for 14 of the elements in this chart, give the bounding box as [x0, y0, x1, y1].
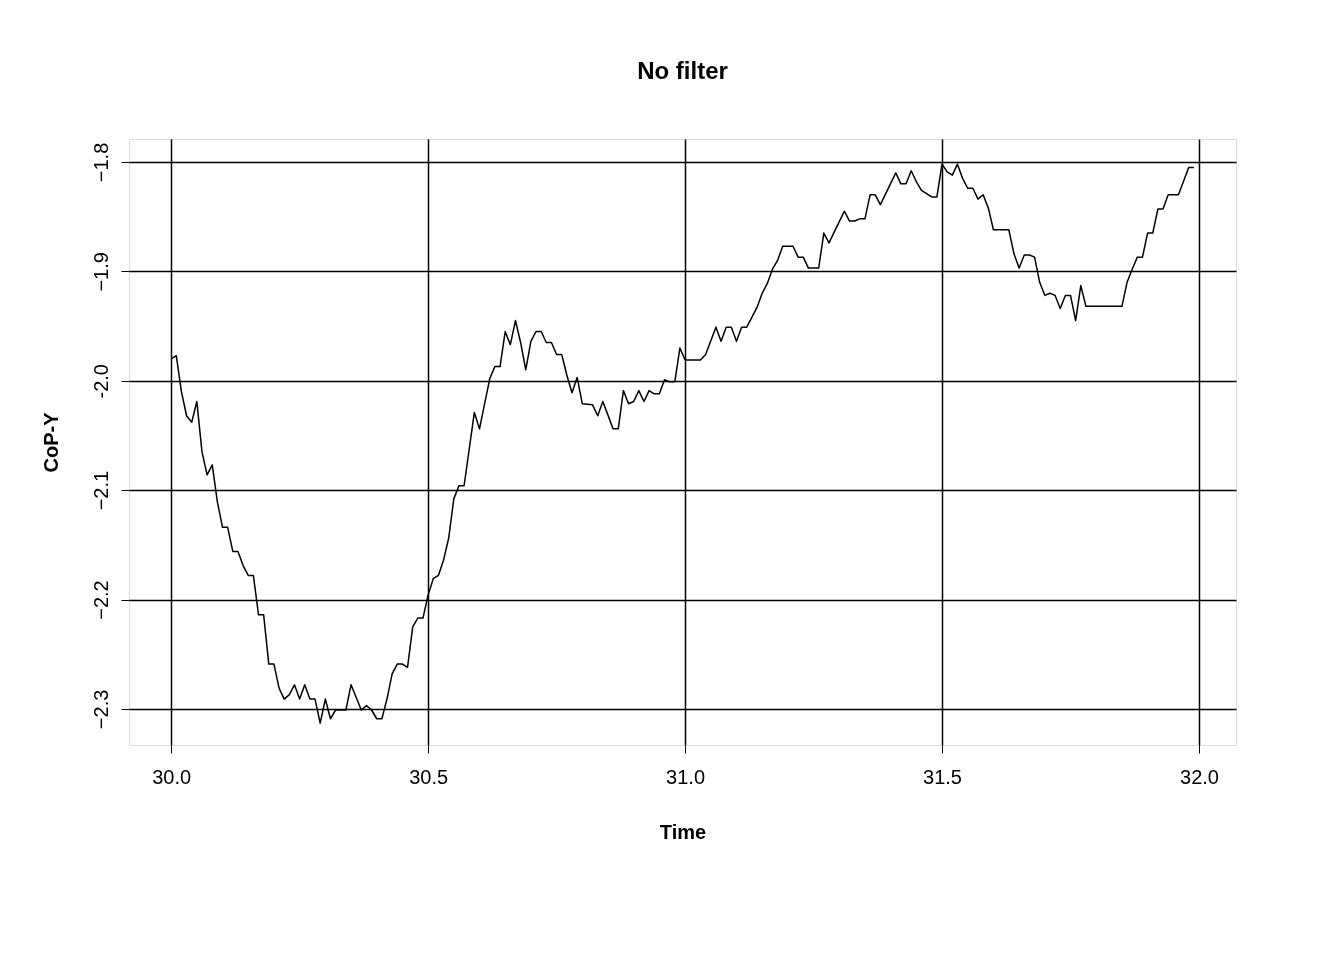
x-tick-label: 31.0	[666, 765, 706, 788]
y-axis-title: CoP-Y	[39, 411, 62, 473]
x-tick-label: 32.0	[1180, 765, 1219, 788]
y-tick-label: −1.8	[89, 142, 112, 183]
x-tick-label: 31.5	[923, 765, 962, 788]
chart-title: No filter	[637, 57, 728, 84]
x-axis-title: Time	[659, 820, 707, 843]
y-tick-label: -2.0	[89, 364, 112, 399]
x-tick-label: 30.0	[152, 765, 192, 788]
y-tick-label: −2.3	[89, 689, 112, 730]
x-tick-label: 30.5	[409, 765, 449, 788]
y-tick-label: −2.1	[89, 470, 112, 511]
y-tick-label: −1.9	[89, 252, 112, 292]
y-tick-label: −2.2	[89, 580, 112, 620]
